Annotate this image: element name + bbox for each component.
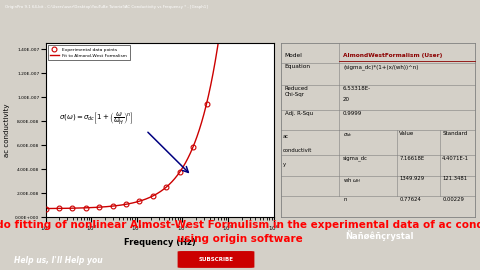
Text: y: y: [283, 162, 286, 167]
Text: Model: Model: [285, 53, 302, 58]
Text: (sigma_dc)*(1+(x/(wh))^n): (sigma_dc)*(1+(x/(wh))^n): [343, 65, 419, 70]
Text: wh $\omega_H$: wh $\omega_H$: [343, 176, 361, 185]
Text: Ñañøêñçrystal: Ñañøêñçrystal: [346, 230, 414, 241]
Text: Reduced
Chi-Sqr: Reduced Chi-Sqr: [285, 86, 309, 97]
Text: 6.53318E-: 6.53318E-: [343, 86, 371, 91]
Text: SUBSCRIBE: SUBSCRIBE: [199, 257, 233, 262]
Text: 0.00229: 0.00229: [442, 197, 464, 202]
X-axis label: Frequency (Hz): Frequency (Hz): [124, 238, 195, 248]
FancyBboxPatch shape: [178, 251, 254, 268]
Legend: Experimental data points, Fit to Almond-West Formalism: Experimental data points, Fit to Almond-…: [48, 45, 130, 60]
Text: 1349.929: 1349.929: [399, 176, 424, 181]
Text: 7.16618E: 7.16618E: [399, 156, 424, 161]
Text: OriginPro 9.1 64-bit - C:\Users\user\Desktop\YouTuBe Tutorial\AC Conductivity vs: OriginPro 9.1 64-bit - C:\Users\user\Des…: [5, 5, 208, 9]
Text: Standard: Standard: [442, 131, 468, 136]
Text: Adj. R-Squ: Adj. R-Squ: [285, 112, 313, 116]
Text: n: n: [343, 197, 347, 202]
Text: 20: 20: [343, 97, 350, 102]
Text: 0.9999: 0.9999: [343, 112, 362, 116]
Y-axis label: ac conductivity: ac conductivity: [3, 103, 10, 157]
Text: 4.4071E-1: 4.4071E-1: [442, 156, 469, 161]
Text: sigma_dc: sigma_dc: [343, 156, 368, 161]
Text: ac: ac: [283, 134, 289, 139]
Text: Help us, I'll Help you: Help us, I'll Help you: [14, 256, 103, 265]
Text: AlmondWestFormalism (User): AlmondWestFormalism (User): [343, 53, 443, 58]
Text: Value: Value: [399, 131, 415, 136]
Text: $\sigma(\omega) = \sigma_{dc}\left[1+\left(\dfrac{\omega}{\omega_H}\right)^{\!n}: $\sigma(\omega) = \sigma_{dc}\left[1+\le…: [60, 110, 134, 126]
Text: How to do fitting of nonlinear Almost-West Formulism in the experimental data of: How to do fitting of nonlinear Almost-We…: [0, 221, 480, 244]
Text: 0.77624: 0.77624: [399, 197, 421, 202]
Text: Equation: Equation: [285, 65, 311, 69]
Text: $\sigma_{dc}$: $\sigma_{dc}$: [343, 131, 353, 139]
Text: 121.3481: 121.3481: [442, 176, 467, 181]
Text: conductivit: conductivit: [283, 148, 312, 153]
